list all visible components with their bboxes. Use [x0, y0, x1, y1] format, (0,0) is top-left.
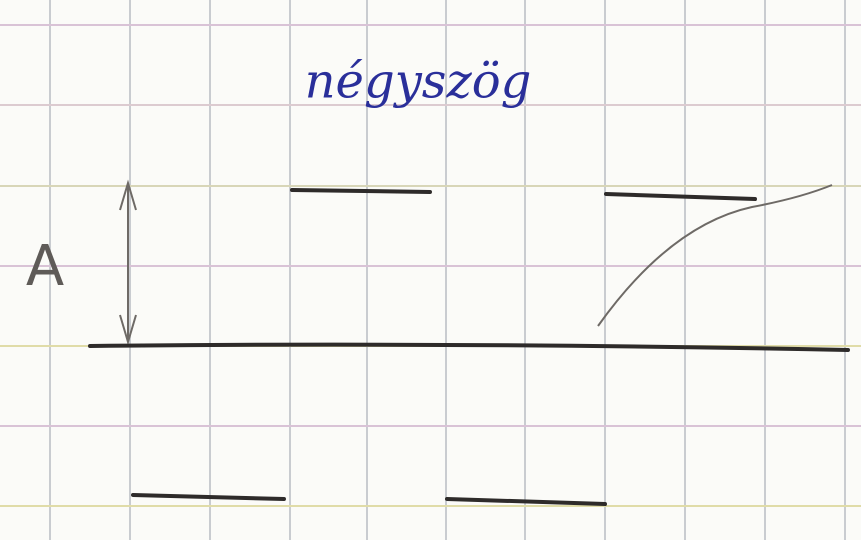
amplitude-label: A [26, 234, 64, 299]
graph-paper-sketch: négyszög A [0, 0, 861, 540]
title: négyszög [305, 54, 532, 110]
high-segment [292, 190, 430, 192]
